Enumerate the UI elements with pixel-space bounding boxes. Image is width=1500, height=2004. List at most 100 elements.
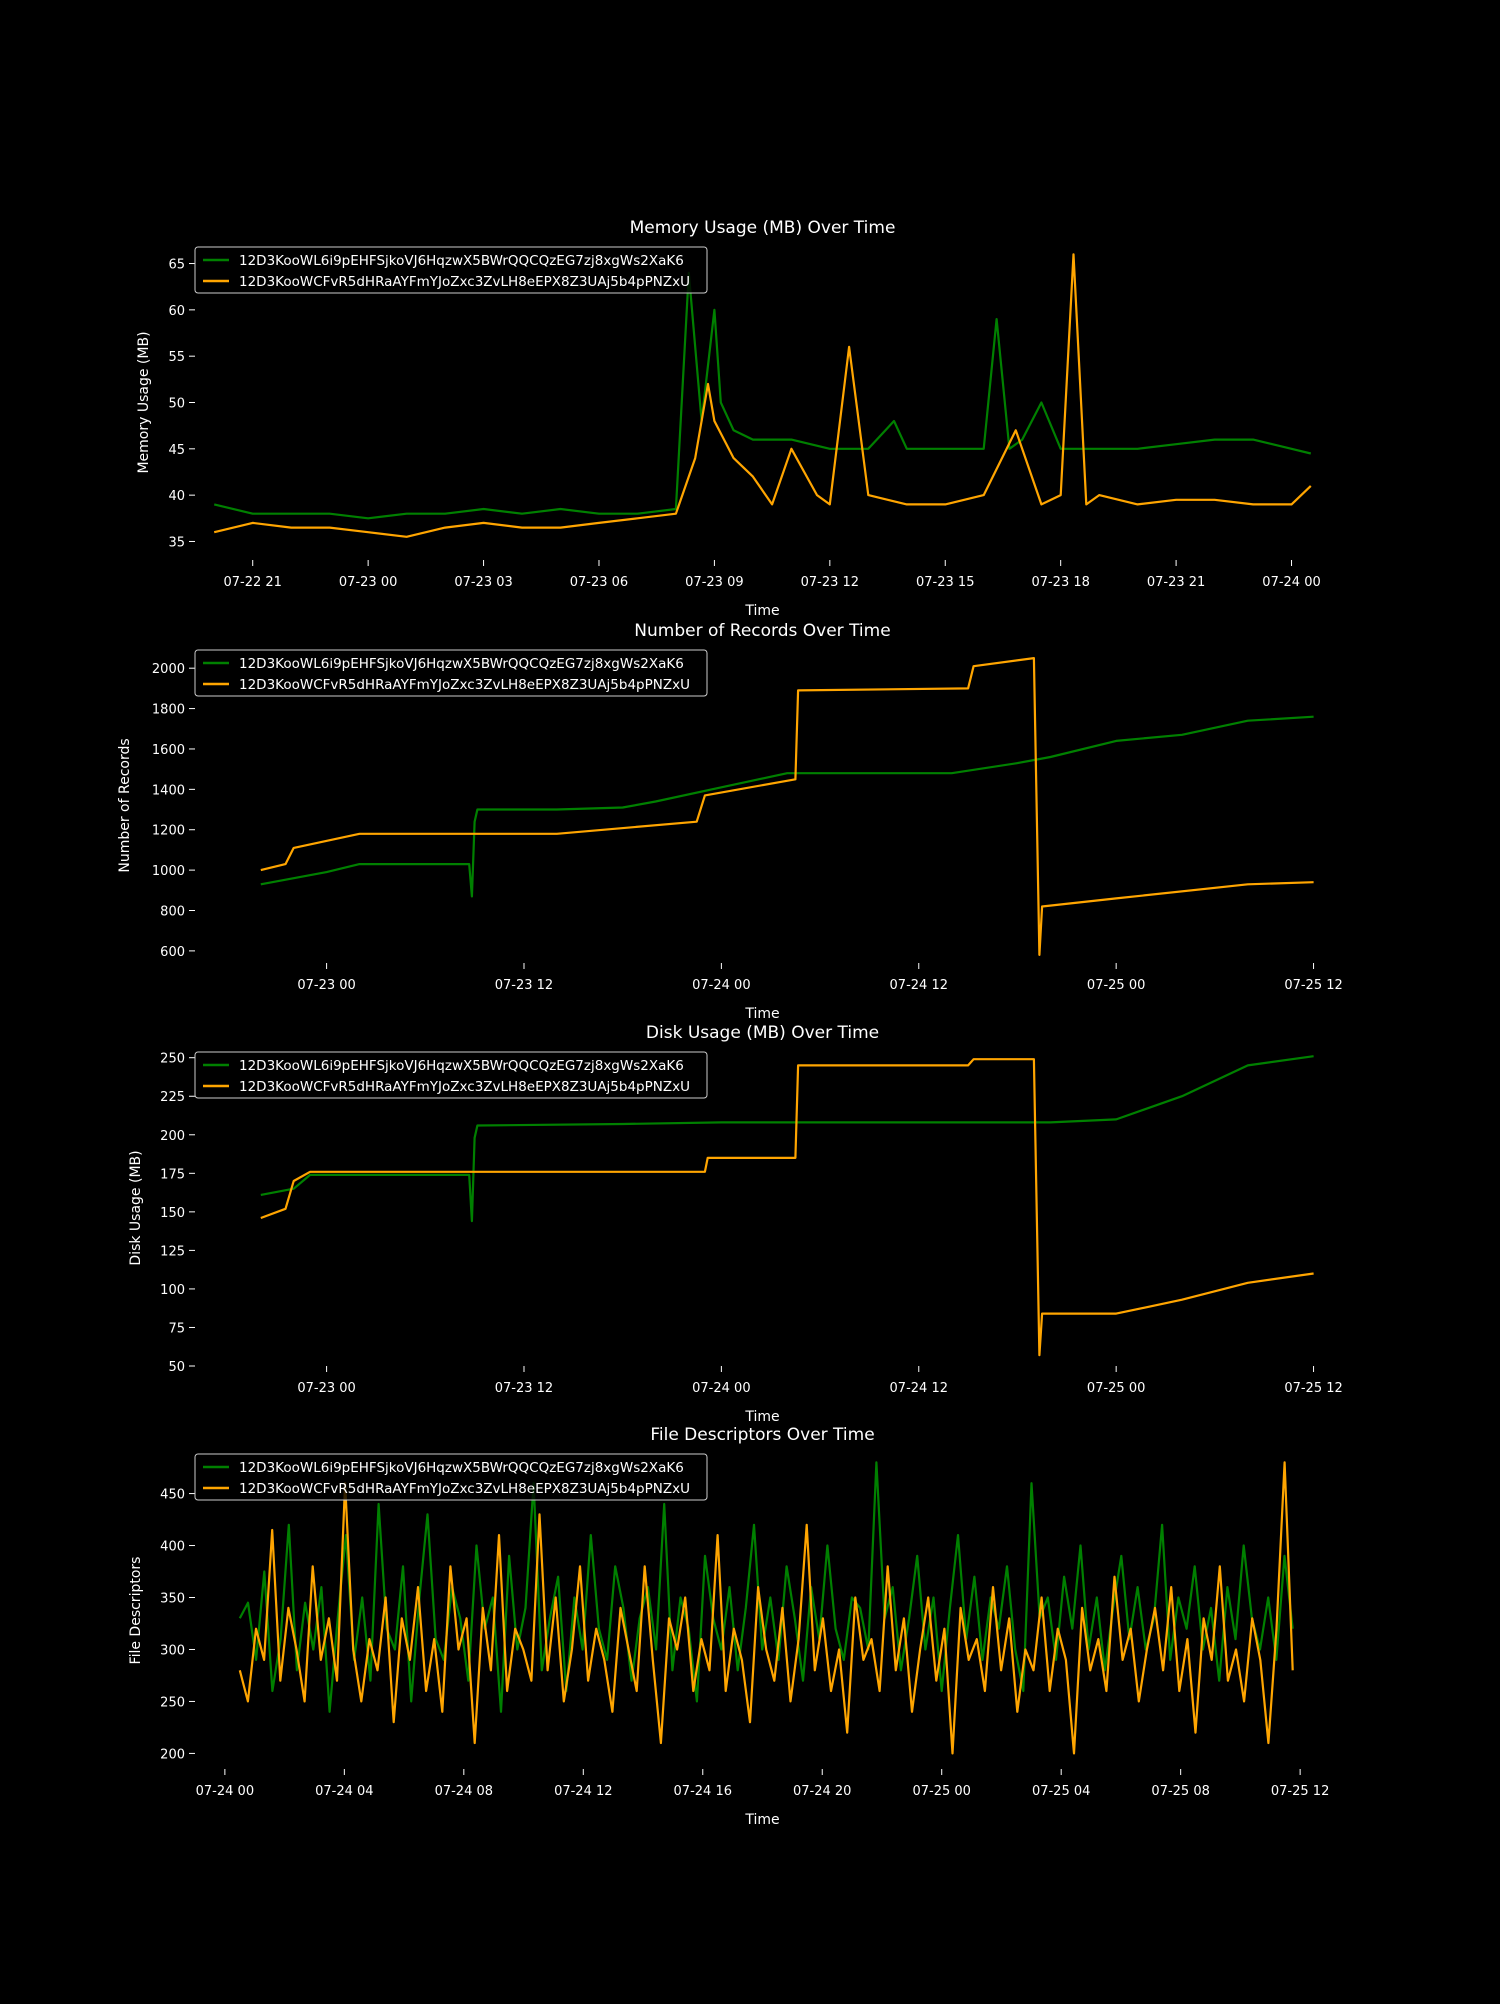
legend-label: 12D3KooWCFvR5dHRaAYFmYJoZxc3ZvLH8eEPX8Z3… <box>239 274 690 290</box>
y-tick-label: 150 <box>160 1206 185 1221</box>
legend-box <box>194 649 708 697</box>
y-tick-label: 600 <box>160 945 185 960</box>
legend-label: 12D3KooWL6i9pEHFSjkoVJ6HqzwX5BWrQQCQzEG7… <box>239 1058 684 1074</box>
series-line-2 <box>260 657 1314 956</box>
x-tick-label: 07-24 20 <box>793 1784 851 1799</box>
y-tick-label: 1200 <box>152 824 185 839</box>
y-tick-label: 125 <box>160 1244 185 1259</box>
series-line-2 <box>260 1058 1314 1357</box>
y-tick-label: 75 <box>168 1321 185 1336</box>
y-tick-label: 2000 <box>152 662 185 677</box>
legend-label: 12D3KooWL6i9pEHFSjkoVJ6HqzwX5BWrQQCQzEG7… <box>239 656 684 672</box>
x-tick-label: 07-25 08 <box>1151 1784 1209 1799</box>
x-tick-label: 07-23 12 <box>801 575 859 590</box>
y-tick-label: 350 <box>160 1592 185 1607</box>
chart-panel-1: Memory Usage (MB) Over Time Time Memory Us… <box>136 218 1321 619</box>
y-tick-label: 45 <box>168 443 185 458</box>
series-line-1 <box>260 715 1314 898</box>
chart-panel-4: File Descriptors Over Time Time File Descr… <box>128 1425 1329 1828</box>
y-tick-label: 225 <box>160 1090 185 1105</box>
chart-legend: 12D3KooWL6i9pEHFSjkoVJ6HqzwX5BWrQQCQzEG7… <box>194 1453 708 1501</box>
series-line-2 <box>213 253 1312 538</box>
chart-title: Number of Records Over Time <box>634 621 890 641</box>
chart-panel-2: Number of Records Over Time Time Number of… <box>117 621 1343 1022</box>
x-tick-label: 07-23 00 <box>297 978 355 993</box>
legend-box <box>194 1051 708 1099</box>
y-tick-label: 300 <box>160 1643 185 1658</box>
y-tick-label: 55 <box>168 350 185 365</box>
y-tick-label: 175 <box>160 1167 185 1182</box>
y-tick-label: 50 <box>168 1360 185 1375</box>
chart-legend: 12D3KooWL6i9pEHFSjkoVJ6HqzwX5BWrQQCQzEG7… <box>194 246 708 294</box>
x-tick-label: 07-24 00 <box>692 1381 750 1396</box>
legend-label: 12D3KooWCFvR5dHRaAYFmYJoZxc3ZvLH8eEPX8Z3… <box>239 1481 690 1497</box>
series-line-1 <box>213 271 1312 520</box>
x-tick-label: 07-22 21 <box>223 575 281 590</box>
x-tick-label: 07-24 16 <box>674 1784 732 1799</box>
y-tick-label: 100 <box>160 1283 185 1298</box>
y-tick-label: 65 <box>168 258 185 273</box>
x-tick-label: 07-24 04 <box>315 1784 373 1799</box>
y-tick-label: 60 <box>168 304 185 319</box>
x-tick-label: 07-23 00 <box>339 575 397 590</box>
y-tick-label: 250 <box>160 1695 185 1710</box>
x-tick-label: 07-23 12 <box>495 1381 553 1396</box>
x-tick-label: 07-25 04 <box>1032 1784 1090 1799</box>
x-tick-label: 07-23 15 <box>916 575 974 590</box>
chart-panel-3: Disk Usage (MB) Over Time Time Disk Usage … <box>128 1023 1343 1425</box>
y-tick-label: 40 <box>168 489 185 504</box>
x-tick-label: 07-24 00 <box>692 978 750 993</box>
x-tick-label: 07-23 12 <box>495 978 553 993</box>
x-tick-label: 07-23 00 <box>297 1381 355 1396</box>
x-tick-label: 07-23 03 <box>454 575 512 590</box>
x-tick-label: 07-25 12 <box>1284 1381 1342 1396</box>
legend-box <box>194 246 708 294</box>
chart-title: Disk Usage (MB) Over Time <box>646 1023 879 1043</box>
y-tick-label: 1800 <box>152 703 185 718</box>
y-axis-label: File Descriptors <box>128 1557 144 1665</box>
y-tick-label: 1000 <box>152 864 185 879</box>
x-axis-label: Time <box>744 1812 779 1828</box>
chart-title: Memory Usage (MB) Over Time <box>630 218 896 238</box>
y-axis-label: Memory Usage (MB) <box>136 331 152 473</box>
x-tick-label: 07-24 00 <box>196 1784 254 1799</box>
y-tick-label: 35 <box>168 535 185 550</box>
legend-label: 12D3KooWCFvR5dHRaAYFmYJoZxc3ZvLH8eEPX8Z3… <box>239 1079 690 1095</box>
x-tick-label: 07-24 12 <box>890 1381 948 1396</box>
y-tick-label: 200 <box>160 1129 185 1144</box>
y-tick-label: 800 <box>160 905 185 920</box>
chart-legend: 12D3KooWL6i9pEHFSjkoVJ6HqzwX5BWrQQCQzEG7… <box>194 1051 708 1099</box>
legend-label: 12D3KooWCFvR5dHRaAYFmYJoZxc3ZvLH8eEPX8Z3… <box>239 677 690 693</box>
legend-label: 12D3KooWL6i9pEHFSjkoVJ6HqzwX5BWrQQCQzEG7… <box>239 253 684 269</box>
x-tick-label: 07-24 00 <box>1262 575 1320 590</box>
y-tick-label: 200 <box>160 1747 185 1762</box>
x-tick-label: 07-25 12 <box>1284 978 1342 993</box>
y-tick-label: 1400 <box>152 783 185 798</box>
x-tick-label: 07-24 08 <box>435 1784 493 1799</box>
x-axis-label: Time <box>744 603 779 619</box>
y-tick-label: 1600 <box>152 743 185 758</box>
legend-label: 12D3KooWL6i9pEHFSjkoVJ6HqzwX5BWrQQCQzEG7… <box>239 1460 684 1476</box>
series-line-1 <box>238 1461 1294 1713</box>
chart-legend: 12D3KooWL6i9pEHFSjkoVJ6HqzwX5BWrQQCQzEG7… <box>194 649 708 697</box>
y-tick-label: 50 <box>168 397 185 412</box>
series-line-2 <box>238 1461 1294 1755</box>
y-tick-label: 250 <box>160 1052 185 1067</box>
x-tick-label: 07-23 21 <box>1147 575 1205 590</box>
y-tick-label: 400 <box>160 1540 185 1555</box>
x-tick-label: 07-25 00 <box>1087 1381 1145 1396</box>
chart-title: File Descriptors Over Time <box>650 1425 874 1445</box>
x-tick-label: 07-25 00 <box>1087 978 1145 993</box>
series-line-1 <box>260 1055 1314 1223</box>
x-axis-label: Time <box>744 1006 779 1022</box>
y-tick-label: 450 <box>160 1488 185 1503</box>
legend-box <box>194 1453 708 1501</box>
y-axis-label: Disk Usage (MB) <box>128 1150 144 1265</box>
x-tick-label: 07-25 00 <box>912 1784 970 1799</box>
x-tick-label: 07-25 12 <box>1271 1784 1329 1799</box>
x-tick-label: 07-23 06 <box>570 575 628 590</box>
y-axis-label: Number of Records <box>117 738 133 872</box>
x-tick-label: 07-23 09 <box>685 575 743 590</box>
